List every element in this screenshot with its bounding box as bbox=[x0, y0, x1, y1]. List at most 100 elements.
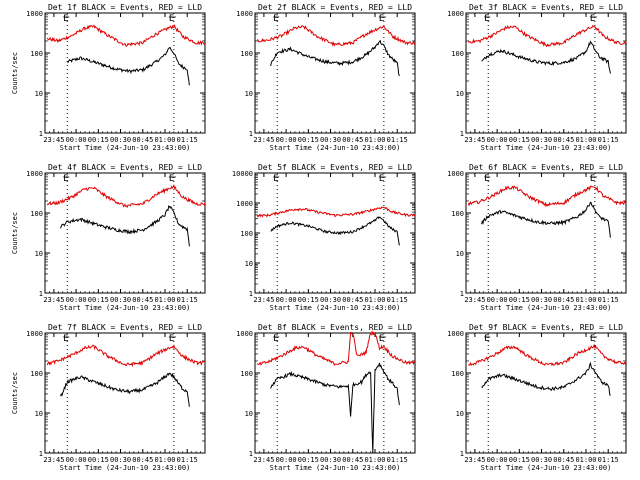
y-tick-label: 1000 bbox=[26, 330, 43, 338]
x-tick-label: 00:30 bbox=[531, 456, 552, 464]
panel-det-7: Det 7f BLACK = Events, RED = LLD 1 10 100 10… bbox=[11, 323, 206, 472]
x-tick-label: 00:30 bbox=[320, 456, 341, 464]
y-tick-label: 100 bbox=[240, 370, 253, 378]
y-tick-label: 1000 bbox=[447, 170, 464, 178]
x-tick-label: 00:45 bbox=[553, 136, 574, 144]
panel-title: Det 3f BLACK = Events, RED = LLD bbox=[469, 3, 623, 12]
panel-det-1: Det 1f BLACK = Events, RED = LLD 1 10 100 10… bbox=[11, 3, 206, 152]
y-axis-label: Counts/sec bbox=[11, 212, 19, 254]
y-axis-label: Counts/sec bbox=[11, 372, 19, 414]
x-tick-label: 01:00 bbox=[364, 296, 385, 304]
y-tick-label: 10 bbox=[35, 90, 43, 98]
x-tick-label: 01:00 bbox=[575, 456, 596, 464]
series-lld-line bbox=[256, 330, 416, 367]
y-tick-label: 1 bbox=[39, 290, 43, 298]
x-tick-label: 00:30 bbox=[320, 136, 341, 144]
x-tick-label: 23:45 bbox=[253, 456, 274, 464]
x-tick-label: 00:45 bbox=[342, 296, 363, 304]
x-axis-label: Start Time (24-Jun-10 23:43:00) bbox=[60, 464, 191, 472]
y-tick-label: 10 bbox=[245, 410, 253, 418]
x-tick-label: 01:00 bbox=[575, 136, 596, 144]
x-tick-label: 00:00 bbox=[276, 136, 297, 144]
x-axis-label: Start Time (24-Jun-10 23:43:00) bbox=[60, 304, 191, 312]
event-marker-label: E bbox=[590, 14, 595, 24]
event-marker-label: E bbox=[590, 334, 595, 344]
y-tick-label: 1000 bbox=[447, 330, 464, 338]
event-marker-label: E bbox=[63, 174, 68, 184]
x-tick-label: 01:00 bbox=[364, 456, 385, 464]
plot-frame bbox=[465, 12, 627, 134]
x-tick-label: 01:00 bbox=[154, 136, 175, 144]
x-tick-label: 01:15 bbox=[598, 136, 619, 144]
series-events-line bbox=[270, 39, 400, 77]
y-tick-label: 1 bbox=[249, 450, 253, 458]
plot-frame bbox=[254, 12, 416, 134]
x-tick-label: 23:45 bbox=[253, 296, 274, 304]
x-tick-label: 00:45 bbox=[342, 456, 363, 464]
y-tick-label: 1000 bbox=[236, 330, 253, 338]
event-marker-label: E bbox=[590, 174, 595, 184]
panel-title: Det 8f BLACK = Events, RED = LLD bbox=[258, 323, 412, 332]
x-tick-label: 01:15 bbox=[387, 136, 408, 144]
panel-title: Det 9f BLACK = Events, RED = LLD bbox=[469, 323, 623, 332]
plot-frame bbox=[465, 332, 627, 454]
x-tick-label: 00:00 bbox=[487, 296, 508, 304]
y-tick-label: 10000 bbox=[232, 170, 253, 178]
panel-title: Det 2f BLACK = Events, RED = LLD bbox=[258, 3, 412, 12]
event-marker-label: E bbox=[63, 334, 68, 344]
x-tick-label: 23:45 bbox=[253, 136, 274, 144]
x-tick-label: 01:15 bbox=[598, 456, 619, 464]
series-events-line bbox=[270, 215, 400, 246]
x-tick-label: 00:15 bbox=[88, 296, 109, 304]
x-tick-label: 00:30 bbox=[531, 296, 552, 304]
x-tick-label: 23:45 bbox=[464, 136, 485, 144]
y-tick-label: 1000 bbox=[26, 170, 43, 178]
series-events-line bbox=[481, 40, 611, 74]
y-tick-label: 10 bbox=[245, 90, 253, 98]
series-events-line bbox=[66, 47, 190, 86]
x-axis-label: Start Time (24-Jun-10 23:43:00) bbox=[60, 144, 191, 152]
x-tick-label: 00:45 bbox=[553, 456, 574, 464]
y-tick-label: 1 bbox=[460, 450, 464, 458]
y-tick-label: 1000 bbox=[236, 10, 253, 18]
x-tick-label: 00:15 bbox=[298, 456, 319, 464]
plot-frame bbox=[44, 332, 206, 454]
x-tick-label: 01:00 bbox=[154, 456, 175, 464]
panel-det-2: Det 2f BLACK = Events, RED = LLD 1 10 100 10… bbox=[236, 3, 416, 152]
x-tick-label: 00:45 bbox=[342, 136, 363, 144]
event-marker-label: E bbox=[484, 14, 489, 24]
x-tick-label: 23:45 bbox=[464, 296, 485, 304]
event-marker-label: E bbox=[379, 174, 384, 184]
x-tick-label: 00:45 bbox=[132, 136, 153, 144]
event-marker-label: E bbox=[379, 334, 384, 344]
x-tick-label: 00:15 bbox=[509, 136, 530, 144]
panel-det-6: Det 6f BLACK = Events, RED = LLD 1 10 100 10… bbox=[447, 163, 627, 312]
y-tick-label: 1000 bbox=[26, 10, 43, 18]
event-marker-label: E bbox=[484, 174, 489, 184]
series-lld-line bbox=[468, 343, 627, 367]
x-tick-label: 01:15 bbox=[387, 296, 408, 304]
series-events-line bbox=[60, 372, 190, 407]
x-tick-label: 00:45 bbox=[132, 296, 153, 304]
panel-title: Det 6f BLACK = Events, RED = LLD bbox=[469, 163, 623, 172]
y-tick-label: 100 bbox=[451, 50, 464, 58]
panel-title: Det 1f BLACK = Events, RED = LLD bbox=[48, 3, 202, 12]
event-marker-label: E bbox=[379, 14, 384, 24]
x-tick-label: 00:30 bbox=[320, 296, 341, 304]
event-marker-label: E bbox=[169, 334, 174, 344]
x-axis-label: Start Time (24-Jun-10 23:43:00) bbox=[481, 304, 612, 312]
panel-det-3: Det 3f BLACK = Events, RED = LLD 1 10 100 10… bbox=[447, 3, 627, 152]
x-tick-label: 00:15 bbox=[509, 456, 530, 464]
x-tick-label: 01:00 bbox=[364, 136, 385, 144]
x-axis-label: Start Time (24-Jun-10 23:43:00) bbox=[481, 144, 612, 152]
series-lld-line bbox=[46, 184, 206, 209]
event-marker-label: E bbox=[63, 14, 68, 24]
y-tick-label: 1 bbox=[460, 130, 464, 138]
series-events-line bbox=[270, 362, 400, 453]
x-tick-label: 01:15 bbox=[177, 136, 198, 144]
event-marker-label: E bbox=[169, 174, 174, 184]
x-tick-label: 00:00 bbox=[66, 136, 87, 144]
y-tick-label: 10 bbox=[456, 410, 464, 418]
plot-frame bbox=[44, 12, 206, 134]
y-axis-label: Counts/sec bbox=[11, 52, 19, 94]
